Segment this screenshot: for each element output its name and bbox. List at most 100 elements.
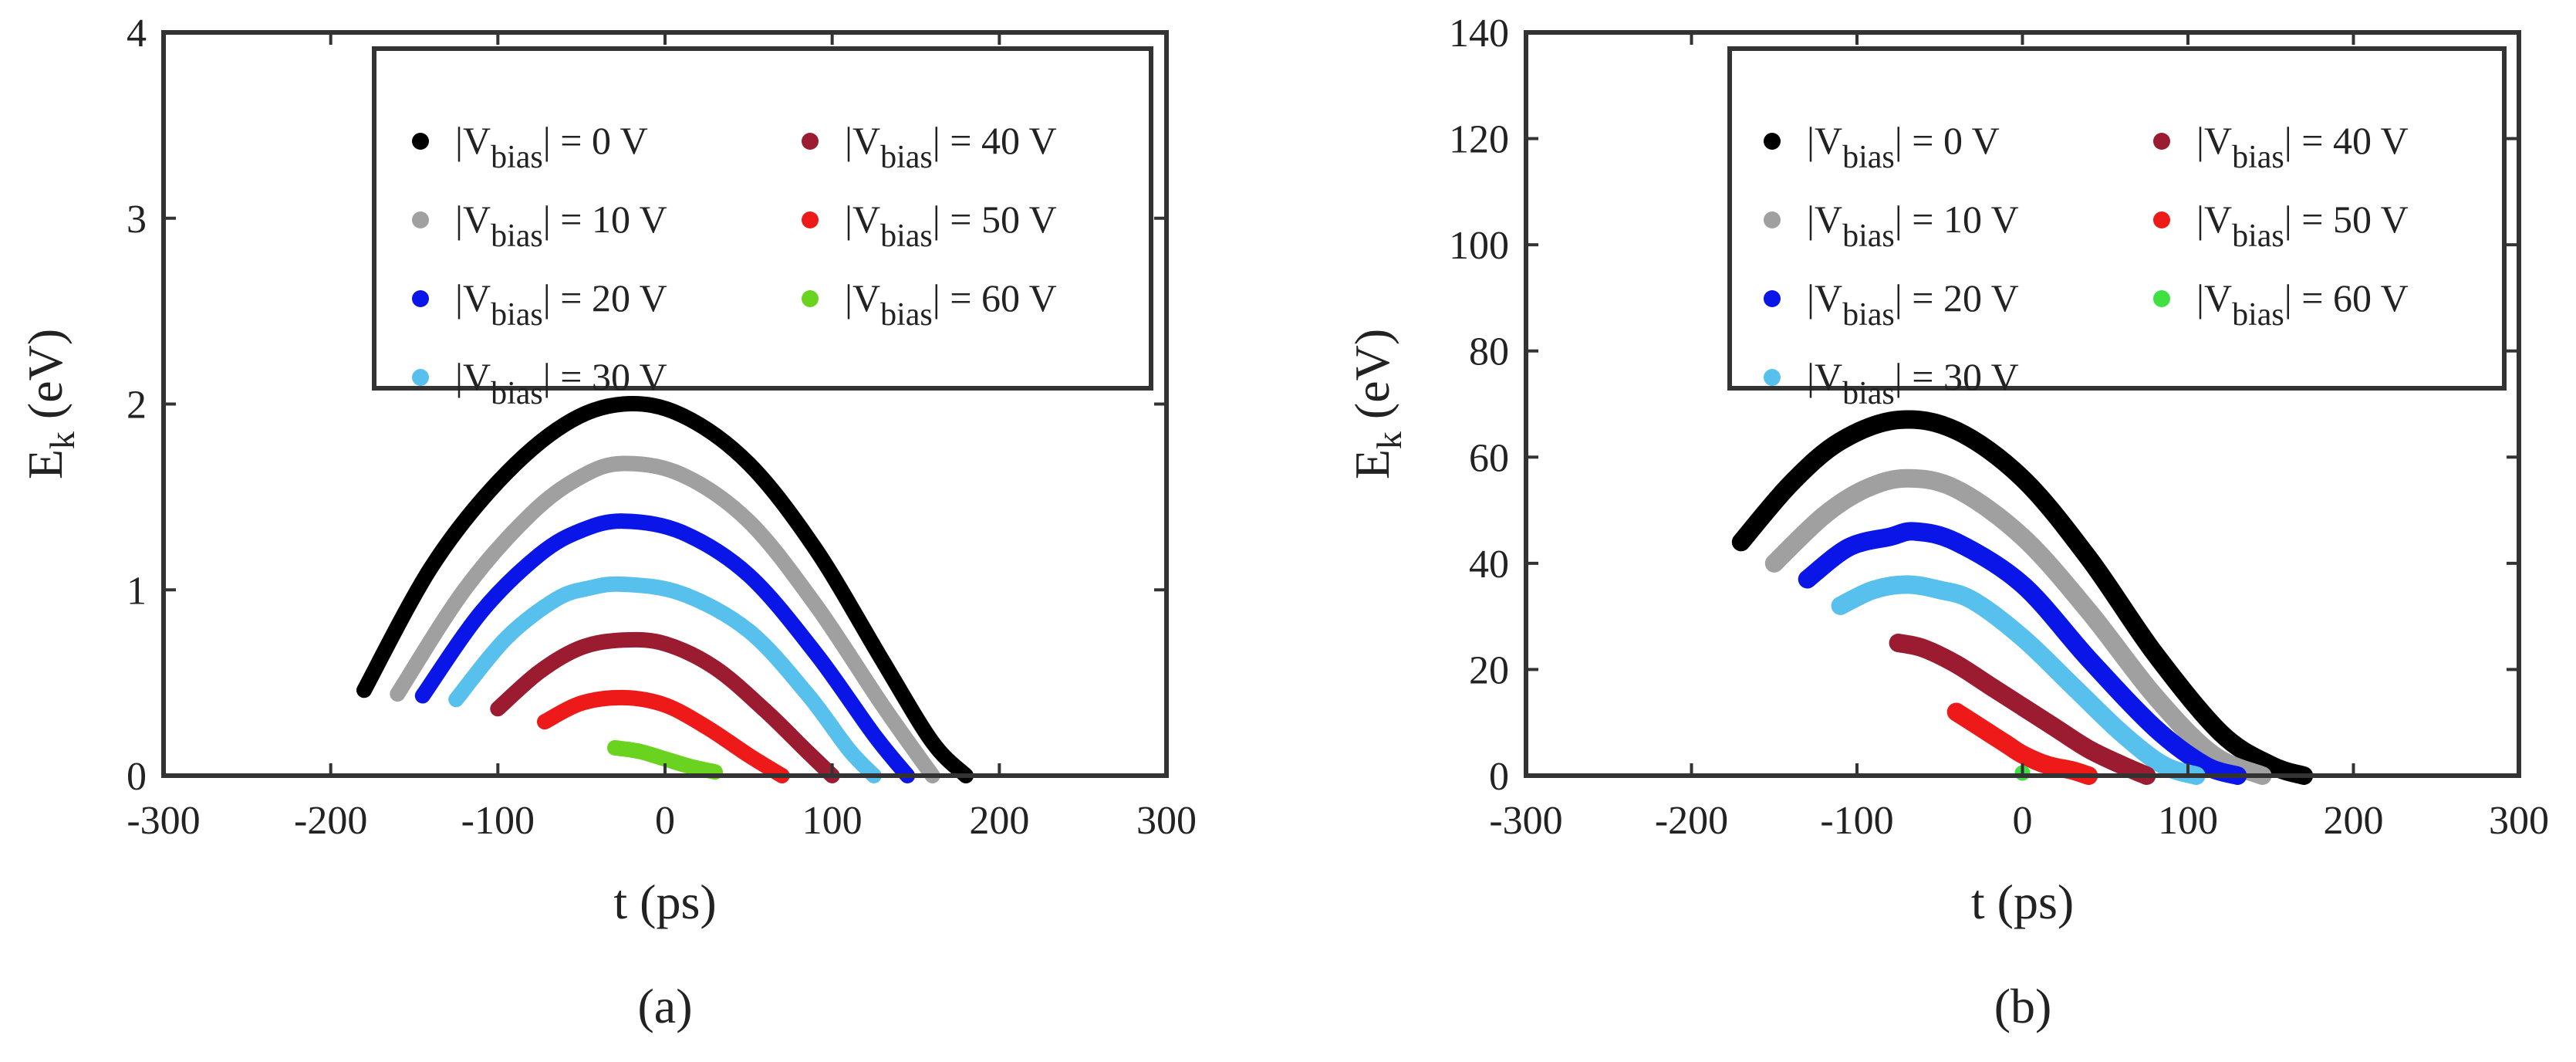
legend-entry-post: | = 20 V <box>543 276 667 320</box>
y-axis-label: Ek (eV) <box>18 329 82 479</box>
legend-entry-post: | = 10 V <box>543 198 667 241</box>
legend-entry: |Vbias| = 0 V <box>1807 119 2000 175</box>
legend-entry: |Vbias| = 10 V <box>455 198 667 254</box>
y-axis-label-unit: (eV) <box>1345 329 1399 431</box>
panel-caption: (a) <box>637 979 692 1033</box>
y-tick-label: 80 <box>1469 330 1509 374</box>
legend-entry-post: | = 40 V <box>2284 119 2409 162</box>
legend: |Vbias| = 0 V|Vbias| = 10 V|Vbias| = 20 … <box>1727 46 2507 411</box>
legend-entry-sub: bias <box>2232 218 2284 254</box>
legend-entry-pre: |V <box>455 355 491 398</box>
legend-entry-pre: |V <box>2196 198 2232 241</box>
x-tick-label: 300 <box>1136 799 1197 843</box>
x-tick-label: -200 <box>294 799 367 843</box>
legend-entry-sub: bias <box>1842 376 1895 411</box>
series-group <box>1731 410 2314 785</box>
series-0-curve <box>1731 410 2314 785</box>
y-tick-label: 140 <box>1449 12 1509 56</box>
legend-marker <box>1764 369 1781 386</box>
legend-entry-sub: bias <box>1842 297 1895 333</box>
legend-entry-pre: |V <box>2196 119 2232 162</box>
x-tick-label: 100 <box>802 799 863 843</box>
legend-marker <box>412 290 429 307</box>
y-tick-label: 0 <box>127 755 147 799</box>
x-tick-label: -100 <box>461 799 535 843</box>
x-axis-label: t (ps) <box>613 874 716 929</box>
legend-marker <box>1764 290 1781 307</box>
legend-entry-pre: |V <box>845 276 880 320</box>
y-tick-label: 100 <box>1449 224 1509 268</box>
legend-marker <box>2153 133 2170 150</box>
legend-marker <box>2153 290 2170 307</box>
legend-entry-sub: bias <box>491 218 543 254</box>
legend-marker <box>412 211 429 228</box>
legend-marker <box>1764 133 1781 150</box>
legend-entry: |Vbias| = 0 V <box>455 119 648 175</box>
legend-marker <box>412 133 429 150</box>
legend-entry: |Vbias| = 50 V <box>845 198 1057 254</box>
series-0-curve <box>356 396 974 783</box>
panel-a: -300 -200 -100 0 100 200 300 0 1 2 3 4 t (ps) Ek (eV)… <box>18 12 1197 1033</box>
legend-entry-pre: |V <box>1807 119 1842 162</box>
legend-entry-pre: |V <box>455 119 491 162</box>
legend-entry-pre: |V <box>845 119 880 162</box>
legend-entry-pre: |V <box>455 276 491 320</box>
legend-entry-pre: |V <box>2196 276 2232 320</box>
legend-marker <box>802 133 819 150</box>
legend-entry: |Vbias| = 40 V <box>2196 119 2409 175</box>
legend-entry: |Vbias| = 60 V <box>2196 276 2409 333</box>
legend-entry-sub: bias <box>880 218 933 254</box>
legend-entry-sub: bias <box>1842 218 1895 254</box>
legend-box <box>1727 46 2507 391</box>
legend-entry: |Vbias| = 50 V <box>2196 198 2409 254</box>
y-tick-label: 120 <box>1449 118 1509 162</box>
legend-marker <box>802 211 819 228</box>
series-4-curve <box>490 631 840 783</box>
legend-entry-post: | = 0 V <box>1895 119 2000 162</box>
legend-entry-sub: bias <box>2232 140 2284 175</box>
legend-entry: |Vbias| = 60 V <box>845 276 1057 333</box>
legend-marker <box>1764 211 1781 228</box>
y-tick-label: 1 <box>127 569 147 613</box>
legend-marker <box>802 290 819 307</box>
y-axis-label: Ek (eV) <box>1345 329 1409 479</box>
x-tick-label: 200 <box>969 799 1029 843</box>
y-axis-label-main: E <box>1345 449 1399 479</box>
y-axis-label-main: E <box>18 449 73 479</box>
legend-entry-pre: |V <box>845 198 880 241</box>
y-axis-label-sub: k <box>42 431 82 449</box>
legend-entry: |Vbias| = 40 V <box>845 119 1057 175</box>
legend-entry: |Vbias| = 30 V <box>1807 355 2019 411</box>
y-tick-label: 2 <box>127 384 147 428</box>
x-tick-label: 200 <box>2324 799 2384 843</box>
panel-caption: (b) <box>1994 979 2052 1033</box>
legend-entry-post: | = 30 V <box>543 355 667 398</box>
legend-entry-post: | = 40 V <box>933 119 1057 162</box>
legend-entry-pre: |V <box>455 198 491 241</box>
legend-entry-sub: bias <box>2232 297 2284 333</box>
series-6-curve <box>607 739 723 780</box>
legend-marker <box>2153 211 2170 228</box>
legend-entry-sub: bias <box>491 376 543 411</box>
series-3-curve <box>1831 575 2206 785</box>
series-2-curve <box>414 513 916 783</box>
x-tick-label: 0 <box>655 799 675 843</box>
legend-entry-post: | = 50 V <box>933 198 1057 241</box>
series-group <box>356 396 974 783</box>
x-tick-label: 300 <box>2489 799 2549 843</box>
legend-entry-sub: bias <box>880 297 933 333</box>
legend: |Vbias| = 0 V|Vbias| = 10 V|Vbias| = 20 … <box>372 46 1153 411</box>
series-3-curve <box>448 576 882 783</box>
legend-entry: |Vbias| = 20 V <box>455 276 667 333</box>
legend-entry-post: | = 30 V <box>1895 355 2019 398</box>
legend-entry-post: | = 0 V <box>543 119 648 162</box>
legend-entry-sub: bias <box>1842 140 1895 175</box>
legend-entry-post: | = 50 V <box>2284 198 2409 241</box>
x-tick-label: 100 <box>2158 799 2218 843</box>
x-tick-label: -200 <box>1655 799 1728 843</box>
legend-entry-sub: bias <box>491 297 543 333</box>
legend-entry-pre: |V <box>1807 198 1842 241</box>
legend-entry-pre: |V <box>1807 355 1842 398</box>
